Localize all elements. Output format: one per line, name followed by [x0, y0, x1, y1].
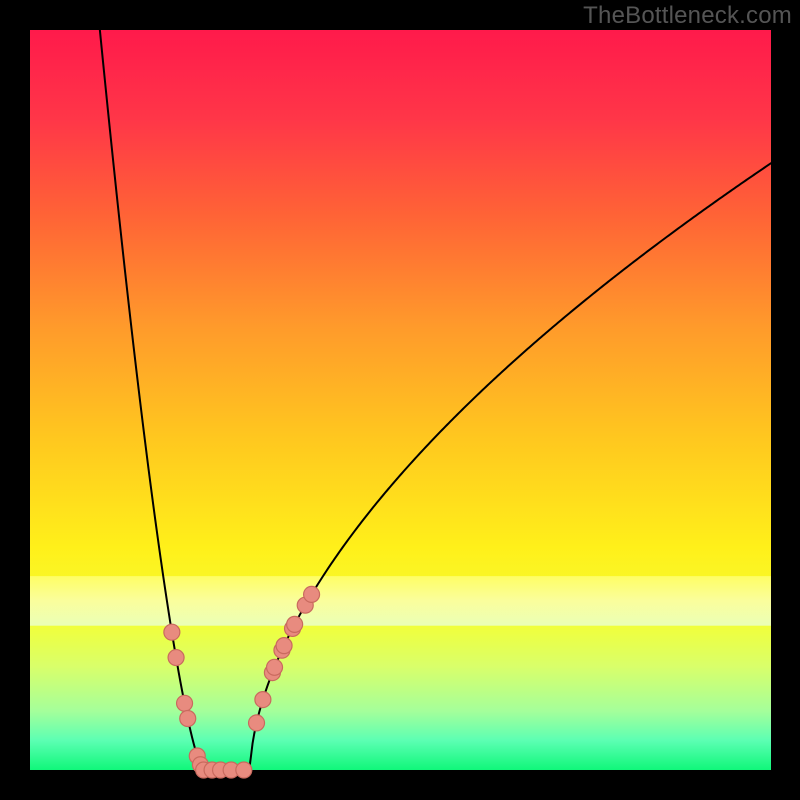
chart-canvas: TheBottleneck.com — [0, 0, 800, 800]
data-marker — [164, 624, 180, 640]
data-marker — [177, 695, 193, 711]
data-marker — [276, 638, 292, 654]
highlight-band — [30, 576, 771, 626]
data-marker — [304, 586, 320, 602]
data-marker — [249, 715, 265, 731]
data-marker — [287, 616, 303, 632]
data-marker — [180, 711, 196, 727]
data-marker — [236, 762, 252, 778]
data-marker — [255, 692, 271, 708]
data-marker — [168, 650, 184, 666]
bottleneck-curve-chart — [0, 0, 800, 800]
data-marker — [267, 659, 283, 675]
gradient-plot-area — [30, 30, 771, 770]
watermark-text: TheBottleneck.com — [583, 2, 792, 30]
